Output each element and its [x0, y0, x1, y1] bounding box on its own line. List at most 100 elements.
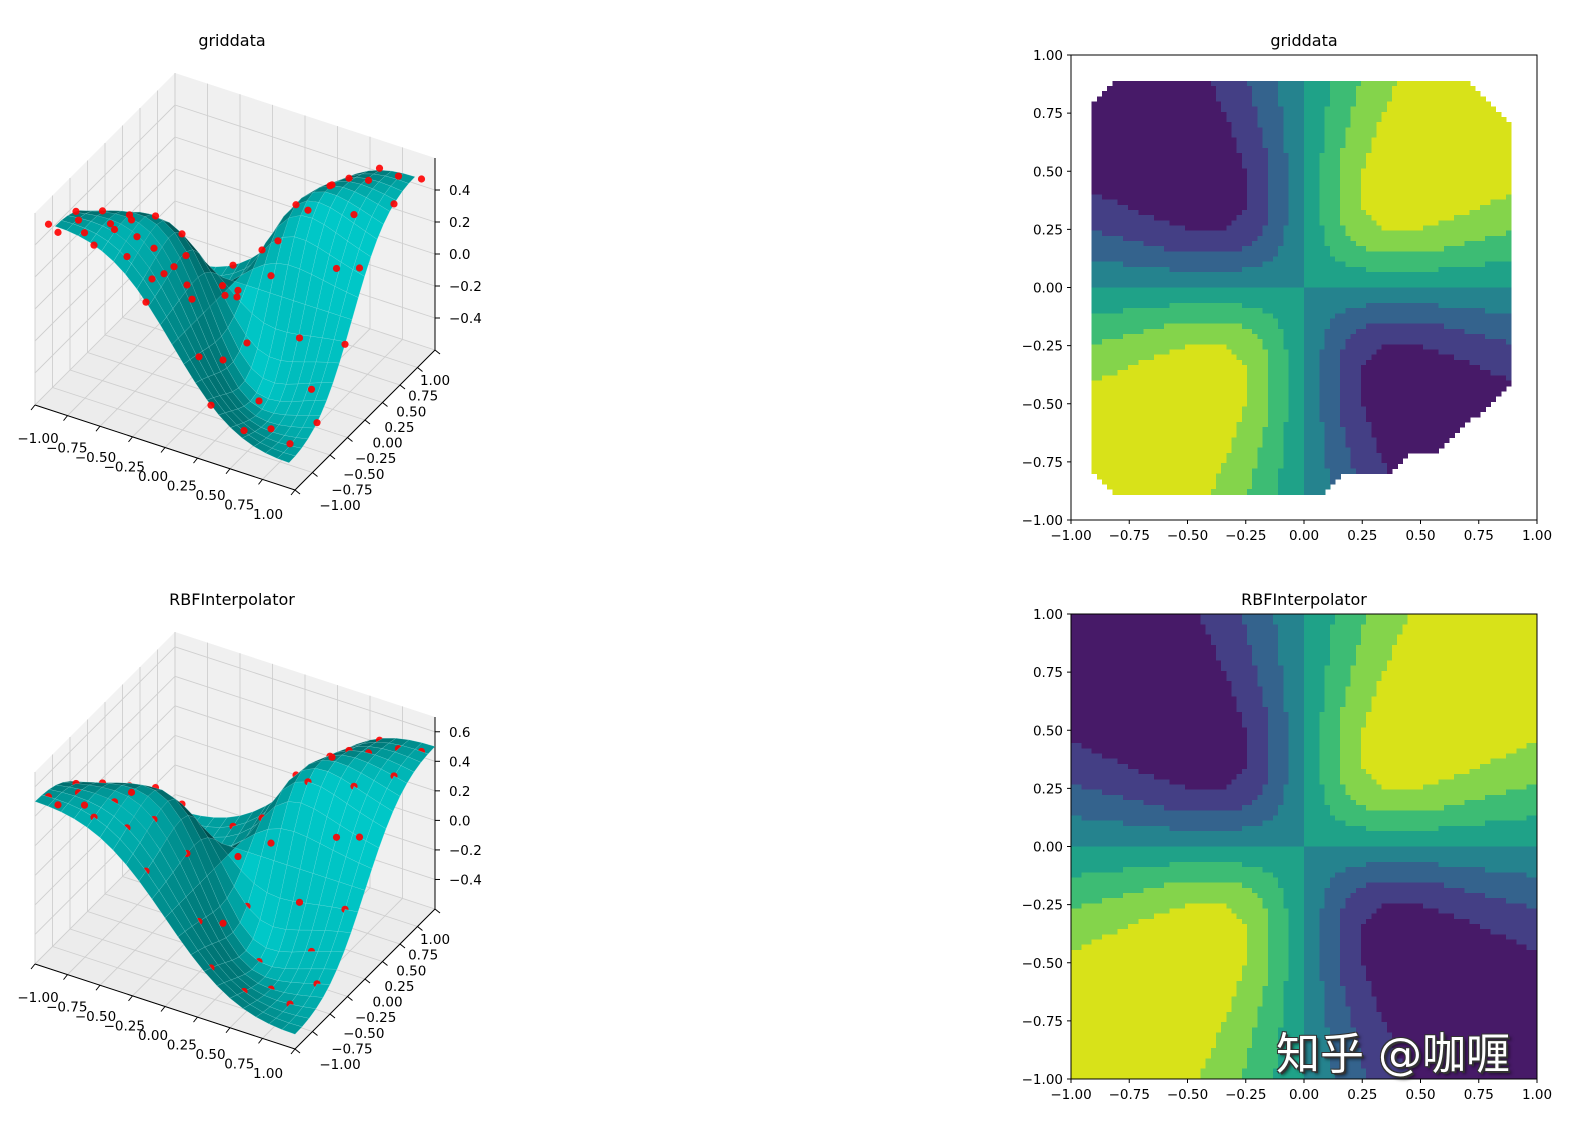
contour-cell: [1215, 354, 1222, 361]
contour-cell: [1257, 132, 1264, 139]
contour-cell: [1231, 277, 1238, 283]
contour-cell: [1190, 127, 1196, 134]
contour-cell: [1278, 91, 1284, 97]
contour-cell: [1360, 411, 1367, 418]
contour-cell: [1184, 80, 1191, 87]
contour-cell: [1298, 111, 1305, 118]
contour-cell: [1179, 241, 1186, 247]
contour-cell: [1247, 210, 1253, 216]
contour-cell: [1345, 158, 1352, 165]
contour-cell: [1329, 163, 1336, 170]
contour-cell: [1164, 148, 1170, 154]
contour-cell: [1371, 323, 1378, 330]
contour-cell: [1174, 483, 1181, 490]
contour-cell: [1174, 323, 1181, 330]
contour-cell: [1350, 132, 1357, 139]
contour-cell: [1376, 328, 1383, 335]
contour-cell: [1288, 375, 1295, 382]
contour-cell: [1319, 452, 1326, 459]
contour-cell: [1122, 303, 1129, 309]
contour-cell: [1278, 199, 1284, 206]
contour-cell: [1267, 483, 1274, 490]
contour-cell: [1381, 153, 1388, 159]
contour-cell: [1091, 168, 1098, 175]
contour-cell: [1184, 489, 1191, 495]
contour-cell: [1267, 421, 1274, 428]
contour-cell: [1179, 194, 1186, 201]
contour-cell: [1122, 241, 1129, 247]
contour-cell: [1221, 158, 1227, 165]
contour-cell: [1335, 308, 1341, 314]
contour-cell: [1371, 80, 1378, 87]
contour-cell: [1309, 137, 1315, 144]
contour-cell: [1133, 308, 1139, 314]
contour-cell: [1298, 375, 1305, 382]
contour-cell: [1107, 318, 1114, 325]
contour-cell: [1091, 189, 1098, 196]
contour-cell: [1288, 318, 1295, 325]
contour-cell: [1138, 478, 1145, 485]
contour-cell: [1153, 344, 1160, 351]
contour-cell: [1164, 189, 1170, 196]
contour-cell: [1205, 106, 1212, 113]
contour-cell: [1107, 117, 1114, 123]
contour-cell: [1133, 313, 1139, 320]
contour-cell: [1335, 101, 1341, 108]
contour-cell: [1096, 230, 1103, 237]
contour-cell: [1174, 199, 1181, 206]
contour-cell: [1221, 349, 1227, 356]
contour-cell: [1205, 365, 1212, 371]
contour-cell: [1288, 210, 1295, 216]
contour-cell: [1096, 106, 1103, 113]
contour-cell: [1288, 385, 1295, 392]
contour-cell: [1102, 282, 1108, 289]
contour-cell: [1345, 282, 1352, 289]
contour-cell: [1257, 375, 1264, 382]
contour-cell: [1371, 313, 1378, 320]
contour-cell: [1329, 86, 1336, 92]
contour-cell: [1221, 117, 1227, 123]
scatter-point: [170, 263, 178, 271]
contour-cell: [1355, 344, 1362, 351]
contour-cell: [1107, 411, 1114, 418]
contour-cell: [1112, 421, 1119, 428]
contour-cell: [1226, 323, 1233, 330]
contour-cell: [1221, 303, 1227, 309]
contour-cell: [1148, 122, 1155, 128]
contour-cell: [1257, 277, 1264, 283]
contour-cell: [1153, 153, 1160, 159]
contour-cell: [1283, 184, 1290, 190]
contour-cell: [1298, 323, 1305, 330]
contour-cell: [1169, 437, 1176, 444]
contour-cell: [1360, 359, 1367, 366]
contour-cell: [1257, 220, 1264, 227]
contour-cell: [1133, 122, 1139, 128]
contour-cell: [1247, 437, 1253, 444]
contour-cell: [1102, 303, 1108, 309]
contour-cell: [1190, 225, 1196, 232]
contour-cell: [1376, 194, 1383, 201]
contour-cell: [1252, 401, 1258, 407]
contour-cell: [1091, 246, 1098, 252]
contour-cell: [1252, 111, 1258, 118]
contour-cell: [1148, 111, 1155, 118]
contour-cell: [1366, 96, 1372, 103]
contour-cell: [1236, 132, 1243, 139]
contour-cell: [1324, 323, 1331, 330]
contour-cell: [1319, 168, 1326, 175]
contour-cell: [1159, 390, 1165, 397]
contour-cell: [1174, 220, 1181, 227]
contour-cell: [1184, 86, 1191, 92]
contour-cell: [1319, 220, 1326, 227]
contour-cell: [1304, 241, 1310, 247]
contour-cell: [1355, 251, 1362, 258]
contour-cell: [1262, 334, 1269, 340]
contour-cell: [1107, 390, 1114, 397]
contour-cell: [1195, 489, 1202, 495]
contour-cell: [1117, 158, 1124, 165]
contour-cell: [1376, 142, 1383, 149]
contour-cell: [1293, 468, 1300, 475]
contour-cell: [1366, 396, 1372, 402]
contour-cell: [1164, 447, 1170, 454]
contour-cell: [1345, 204, 1352, 211]
